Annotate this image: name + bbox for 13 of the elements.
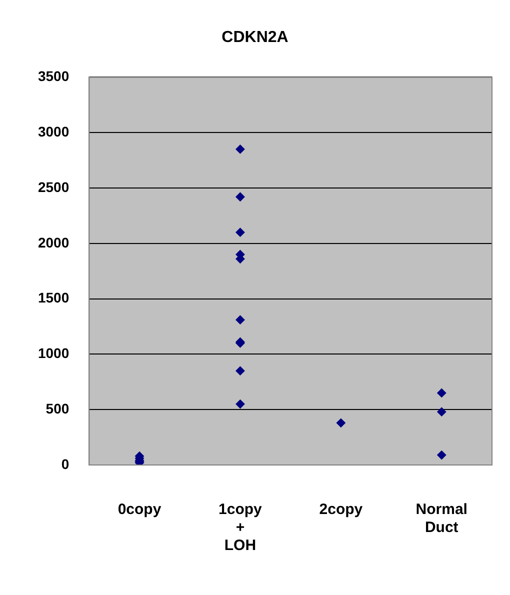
y-tick-label: 0: [61, 456, 70, 472]
x-tick-label: 2copy: [319, 501, 364, 518]
y-tick-label: 2000: [38, 234, 70, 250]
chart-title: CDKN2A: [222, 29, 289, 46]
y-tick-label: 3000: [38, 123, 70, 140]
y-tick-label: 3500: [38, 68, 70, 84]
y-tick-label: 2500: [38, 178, 70, 195]
x-tick-label: 1copy + LOH: [218, 501, 263, 554]
y-tick-label: 500: [46, 400, 70, 416]
y-tick-label: 1000: [38, 345, 70, 362]
x-tick-label: 0copy: [118, 501, 162, 518]
y-tick-label: 1500: [38, 290, 70, 306]
x-tick-label: Normal Duct: [416, 501, 468, 536]
